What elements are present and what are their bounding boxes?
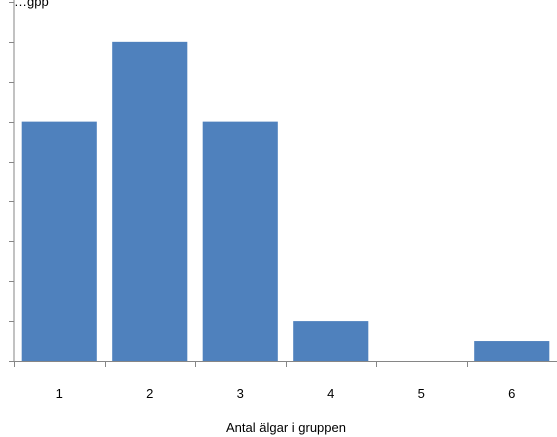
x-tick-label-1: 1: [56, 386, 63, 401]
x-tick-label-2: 2: [146, 386, 153, 401]
x-tick-label-4: 4: [327, 386, 334, 401]
x-tick-label-3: 3: [237, 386, 244, 401]
x-axis-ticks: [14, 361, 468, 367]
x-axis-title: Antal älgar i gruppen: [226, 420, 346, 435]
y-axis-ticks: [9, 2, 14, 362]
bar-1: [21, 121, 97, 361]
bar-2: [112, 41, 188, 362]
x-tick-labels: 1 2 3 4 5 6: [56, 386, 516, 401]
bar-6: [474, 341, 550, 361]
bar-3: [202, 121, 278, 361]
bars: [21, 41, 550, 362]
x-tick-label-5: 5: [418, 386, 425, 401]
bar-4: [293, 321, 369, 361]
x-tick-label-6: 6: [508, 386, 515, 401]
chart-title-fragment: …gpp: [14, 0, 49, 9]
